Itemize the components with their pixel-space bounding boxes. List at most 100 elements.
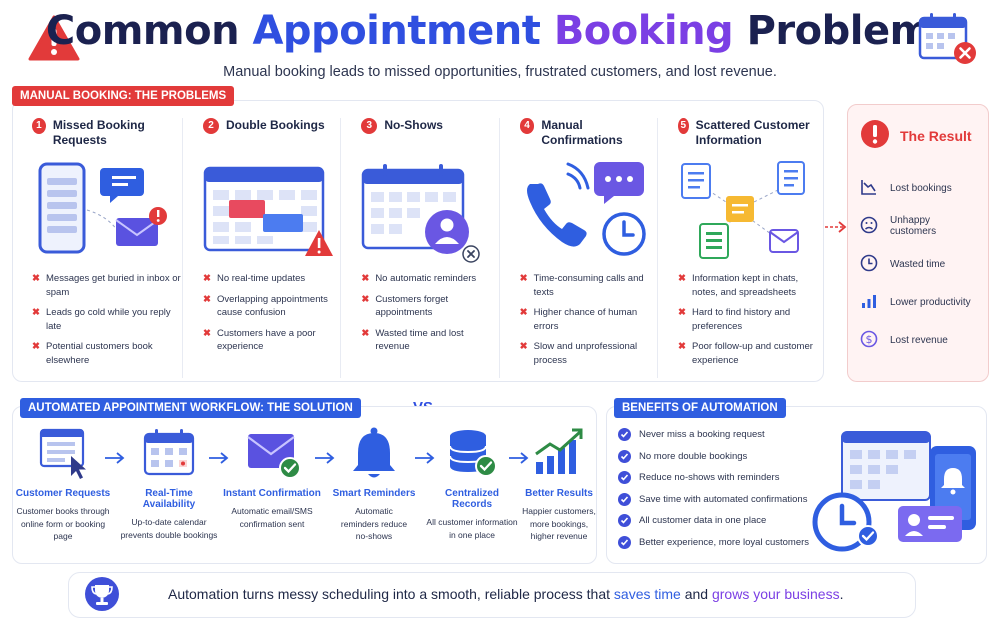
problem-number: 4 [519, 118, 535, 134]
footer-banner [68, 572, 916, 618]
result-item: Lower productivity [860, 283, 978, 321]
result-item: Unhappy customers [860, 207, 978, 245]
step-customer-requests: Customer Requests Customer books through… [14, 426, 112, 543]
benefits-tag: BENEFITS OF AUTOMATION [614, 398, 786, 418]
alert-icon [860, 119, 890, 154]
benefit-item: Better experience, more loyal customers [618, 532, 828, 554]
problem-title: Manual Confirmations [541, 118, 623, 147]
step-description: Automatic email/SMS confirmation sent [231, 506, 313, 529]
page-title: Common Appointment Booking Problems [45, 8, 955, 54]
divider [657, 118, 658, 378]
benefits-list: Never miss a booking request No more dou… [618, 424, 828, 553]
step-description: Automatic reminders reduce no-shows [340, 506, 408, 541]
calendar-icon [120, 426, 218, 488]
problem-bullet: ✖ No real-time updates [202, 273, 306, 284]
step-description: All customer information in one place [426, 517, 518, 540]
problem-bullet: ✖ Customers have a poor experience [202, 327, 316, 353]
benefit-item: Never miss a booking request [618, 424, 828, 446]
step-title: Real-Time Availability [142, 488, 196, 510]
solution-panel [12, 406, 597, 564]
highlight-grows-business: grows your business [711, 586, 840, 602]
check-circle-icon [618, 535, 631, 549]
check-circle-icon [618, 492, 631, 506]
trophy-icon [84, 576, 120, 617]
benefit-item: Reduce no-shows with reminders [618, 467, 828, 489]
problem-number: 3 [361, 118, 378, 134]
problem-no-shows: 3 No-Shows ✖ No automatic reminders ✖ Custo… [341, 118, 498, 378]
problem-title: Scattered Customer Information [695, 118, 810, 147]
problem-double-bookings: 2 Double Bookings ✖ No real-time updates ✖… [183, 118, 340, 378]
problem-bullet: ✖ Poor follow-up and customer experience [678, 341, 813, 366]
problem-bullet: ✖ Wasted time and lost revenue [361, 327, 464, 353]
result-title: The Result [900, 128, 972, 144]
step-smart-reminders: Smart Reminders Automatic reminders redu… [324, 426, 424, 543]
step-centralized-records: Centralized Records All customer informa… [424, 426, 520, 541]
arrow-right-icon [314, 451, 336, 469]
check-circle-icon [618, 471, 631, 485]
problem-bullet: ✖ Customers forget appointments [361, 293, 449, 319]
automation-devices-illustration [812, 424, 982, 561]
solution-tag: AUTOMATED APPOINTMENT WORKFLOW: THE SOLU… [20, 398, 361, 418]
step-title: Centralized Records [445, 488, 499, 510]
problem-bullet: ✖ Time-consuming calls and texts [519, 273, 644, 298]
problem-title: Double Bookings [225, 118, 325, 132]
benefit-item: Save time with automated confirmations [618, 489, 828, 511]
result-item: Wasted time [860, 245, 978, 283]
problem-number: 5 [678, 118, 689, 134]
phone-chat-clock-icon [520, 160, 657, 272]
check-circle-icon [618, 514, 631, 528]
problem-scattered-info: 5 Scattered Customer Information ✖ Informa… [658, 118, 818, 378]
bar-chart-icon [860, 292, 890, 313]
web-form-cursor-icon [14, 426, 112, 488]
calendar-conflict-icon [203, 160, 340, 272]
problem-bullet: ✖ Slow and unprofessional process [519, 341, 638, 366]
check-circle-icon [618, 449, 631, 463]
page-subtitle: Manual booking leads to missed opportuni… [223, 64, 777, 80]
benefit-item: No more double bookings [618, 446, 828, 468]
benefit-item: All customer data in one place [618, 510, 828, 532]
highlight-saves-time: saves time [613, 586, 681, 602]
problem-bullet: ✖ No automatic reminders [361, 273, 477, 284]
problem-title: Missed Booking Requests [52, 118, 145, 147]
problem-bullet: ✖ Overlapping appointments cause confusio… [202, 293, 328, 319]
step-description: Happier customers, more bookings, higher… [522, 506, 596, 541]
step-title: Better Results [525, 488, 593, 499]
problem-number: 2 [202, 118, 219, 134]
solution-steps: Customer Requests Customer books through… [14, 426, 596, 561]
problem-title: No-Shows [384, 118, 443, 132]
dollar-icon: $ [860, 330, 890, 351]
chart-down-icon [860, 178, 890, 199]
arrow-right-icon [824, 220, 848, 239]
warning-icon [28, 14, 80, 67]
step-better-results: Better Results Happier customers, more b… [518, 426, 600, 543]
step-instant-confirmation: Instant Confirmation Automatic email/SMS… [222, 426, 322, 530]
divider [182, 118, 183, 378]
arrow-right-icon [508, 451, 530, 469]
step-title: Instant Confirmation [223, 488, 321, 499]
footer-message: Automation turns messy scheduling into a… [168, 586, 844, 602]
problem-number: 1 [32, 118, 46, 134]
scattered-documents-icon [678, 160, 818, 272]
result-item: Lost bookings [860, 169, 978, 207]
phone-messages-icon [32, 160, 182, 272]
problem-bullet: ✖ Potential customers book elsewhere [32, 341, 153, 366]
problem-manual-confirmations: 4 Manual Confirmations ✖ Time-consuming ca… [500, 118, 657, 378]
problem-missed-booking: 1 Missed Booking Requests ✖ Messages get b… [22, 118, 182, 378]
step-title: Smart Reminders [332, 488, 416, 499]
step-description: Up-to-date calendar prevents double book… [120, 517, 218, 540]
problem-bullet: ✖ Higher chance of human errors [519, 307, 638, 332]
divider [340, 118, 342, 378]
svg-text:$: $ [866, 333, 873, 346]
arrow-right-icon [208, 451, 230, 469]
check-circle-icon [618, 428, 631, 442]
email-check-icon [222, 426, 322, 488]
database-check-icon [424, 426, 520, 488]
calendar-error-icon [918, 12, 980, 73]
problem-bullet: ✖ Leads go cold while you reply late [32, 307, 171, 332]
arrow-right-icon [104, 451, 126, 469]
growth-chart-icon [518, 426, 600, 488]
clock-icon [860, 254, 890, 275]
step-description: Customer books through online form or bo… [16, 506, 110, 541]
problems-tag: MANUAL BOOKING: THE PROBLEMS [12, 86, 235, 106]
sad-face-icon [860, 216, 890, 237]
